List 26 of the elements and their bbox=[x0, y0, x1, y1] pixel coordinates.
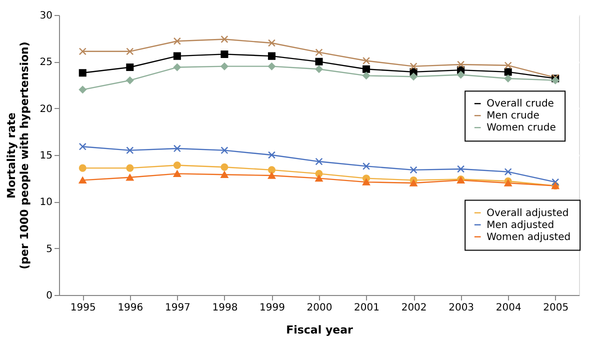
x-tick-label: 2002 bbox=[401, 302, 427, 314]
y-tick-label: 10 bbox=[40, 197, 52, 208]
legend-label: Overall crude bbox=[486, 98, 554, 110]
y-axis-title: Mortality rate (per 1000 people with hypertension) bbox=[4, 42, 31, 270]
x-tick-label: 1999 bbox=[260, 302, 285, 314]
legend-label: Men adjusted bbox=[486, 220, 554, 231]
legend-label: Overall adjusted bbox=[486, 208, 569, 219]
x-tick-label: 2003 bbox=[448, 302, 474, 314]
x-tick-label: 2005 bbox=[543, 302, 569, 314]
x-tick-label: 1997 bbox=[164, 302, 190, 314]
y-tick-label: 30 bbox=[40, 10, 52, 22]
legend-label: Men crude bbox=[486, 110, 540, 122]
y-tick-label: 25 bbox=[40, 57, 52, 68]
x-tick-label: 1996 bbox=[118, 302, 144, 314]
x-tick-label: 2000 bbox=[306, 302, 332, 314]
x-tick-label: 1995 bbox=[70, 302, 96, 314]
x-tick-label: 2004 bbox=[496, 302, 522, 314]
legend-label: Women adjusted bbox=[486, 232, 571, 243]
y-tick-label: 5 bbox=[46, 244, 52, 255]
y-tick-label: 0 bbox=[46, 290, 52, 302]
x-axis-title: Fiscal year bbox=[286, 324, 354, 336]
y-tick-label: 20 bbox=[40, 104, 52, 115]
legend-label: Women crude bbox=[486, 122, 556, 134]
x-tick-label: 1998 bbox=[212, 302, 238, 314]
x-tick-label: 2001 bbox=[354, 302, 380, 314]
y-tick-label: 15 bbox=[40, 150, 52, 162]
